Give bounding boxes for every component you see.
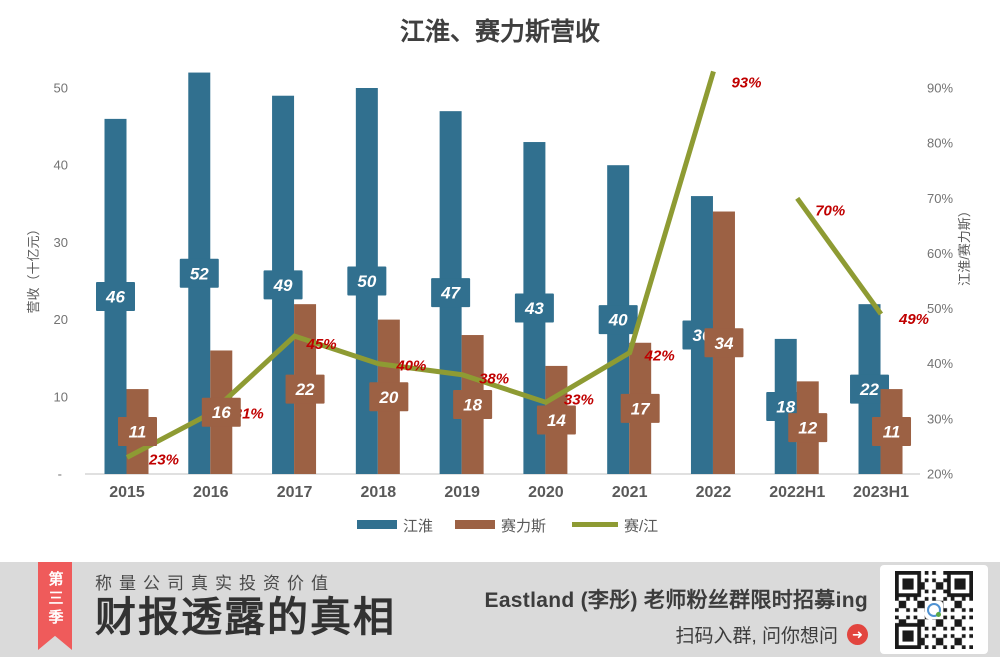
ratio-label-2021: 42% [644,348,675,365]
left-axis-tick: 10 [54,389,68,404]
chart-title: 江淮、赛力斯营收 [400,17,600,46]
bar-label-赛力斯-2018: 20 [378,388,398,407]
season-ribbon-label: 第三季 [46,571,64,628]
right-axis-tick: 80% [927,136,953,151]
bar-label-box-赛力斯-2022H1 [788,413,828,443]
right-axis-tick: 60% [927,246,953,261]
ratio-label-2016: 31% [234,405,264,422]
bar-label-box-江淮-2017 [263,270,303,300]
x-category-label: 2020 [528,484,564,501]
right-axis-tick: 90% [927,81,953,96]
bar-label-box-赛力斯-2020 [536,405,576,435]
ratio-label-2023H1: 49% [898,311,929,328]
bar-label-赛力斯-2019: 18 [463,396,482,415]
x-category-label: 2023H1 [853,484,909,501]
bar-label-赛力斯-2022H1: 12 [798,419,817,438]
left-axis-title: 营收（十亿元） [26,222,41,313]
legend-label-赛力斯: 赛力斯 [501,518,546,535]
ratio-label-2020: 33% [564,391,594,408]
right-axis-tick: 70% [927,191,953,206]
bar-label-box-赛力斯-2021 [620,393,660,423]
ratio-label-2018: 40% [395,358,426,375]
bar-label-box-赛力斯-2023H1 [872,417,912,447]
left-axis-tick: 20 [54,312,68,327]
bar-label-box-赛力斯-2019 [453,390,493,420]
right-axis-tick: 30% [927,411,953,426]
legend-swatch-江淮 [357,520,397,529]
qr-center-logo-icon [925,600,943,619]
x-category-label: 2022 [696,484,732,501]
promo-line-2: 扫码入群, 问你想问 ➜ [485,621,868,648]
bar-label-box-江淮-2018 [347,266,387,296]
banner-tagline: 称量公司真实投资价值 [95,574,335,593]
season-ribbon: 第三季 [38,562,72,650]
left-axis-zero-tick: - [58,467,62,482]
left-axis-tick: 40 [54,158,68,173]
bar-label-江淮-2016: 52 [190,264,209,283]
left-axis-tick: 30 [54,235,68,250]
banner-branding: 称量公司真实投资价值 财报透露的真相 [95,569,396,639]
bar-label-江淮-2022H1: 18 [776,397,795,416]
revenue-chart: 江淮、赛力斯营收 50 40 30 20 10 - 90% 80% 70% 60% 50% 40% 30%… [26,17,972,535]
x-category-label: 2015 [109,484,145,501]
ratio-label-2022: 93% [731,74,761,91]
right-axis-tick: 40% [927,356,953,371]
bar-label-box-江淮-2019 [431,278,471,308]
legend-line-swatch-赛/江 [572,522,618,527]
right-axis-tick: 20% [927,467,953,482]
promo-line-2-text: 扫码入群, 问你想问 [675,626,838,647]
bar-label-赛力斯-2015: 11 [129,423,147,442]
bar-label-赛力斯-2023H1: 11 [883,423,901,442]
right-axis-tick: 50% [927,301,953,316]
bar-label-box-江淮-2021 [598,305,638,335]
bar-label-江淮-2015: 46 [105,287,125,306]
right-axis-title: 江淮/赛力斯） [957,204,972,286]
bar-label-赛力斯-2021: 17 [631,399,651,418]
bar-label-江淮-2021: 40 [608,311,628,330]
bar-label-box-江淮-2016 [179,258,219,288]
x-category-label: 2019 [444,484,480,501]
left-axis-tick: 50 [54,81,68,96]
x-category-label: 2016 [193,484,229,501]
bar-label-box-江淮-2020 [514,293,554,323]
ratio-label-2017: 45% [306,336,337,353]
bar-label-box-赛力斯-2017 [285,374,325,404]
bar-label-赛力斯-2020: 14 [547,411,566,430]
arrow-right-icon: ➜ [847,624,868,645]
legend-label-江淮: 江淮 [403,518,433,535]
bar-label-江淮-2020: 43 [524,299,544,318]
bar-label-box-赛力斯-2018 [369,382,409,412]
banner-series-title: 财报透露的真相 [95,594,396,640]
bar-label-box-赛力斯-2015 [118,417,157,447]
bar-label-box-赛力斯-2022 [704,328,744,358]
banner-promo-text: Eastland (李彤) 老师粉丝群限时招募ing 扫码入群, 问你想问 ➜ [485,584,868,648]
bar-label-赛力斯-2017: 22 [295,380,315,399]
x-category-label: 2022H1 [769,484,825,501]
bar-label-box-江淮-2023H1 [850,374,890,404]
ratio-label-2015: 23% [148,451,179,468]
qr-code [895,570,973,649]
bar-label-赛力斯-2022: 34 [714,334,733,353]
bar-label-赛力斯-2016: 16 [212,403,231,422]
x-category-label: 2018 [361,484,397,501]
qr-code-card [880,565,988,654]
promo-banner: 第三季 称量公司真实投资价值 财报透露的真相 Eastland (李彤) 老师粉… [0,562,1000,657]
ratio-label-2019: 38% [479,371,509,388]
bar-label-江淮-2023H1: 22 [859,380,879,399]
revenue-chart-svg: 江淮、赛力斯营收 50 40 30 20 10 - 90% 80% 70% 60% 50% 40% 30%… [26,17,972,535]
legend-label-赛/江: 赛/江 [624,518,658,535]
x-category-label: 2017 [277,484,313,501]
bar-label-江淮-2019: 47 [440,284,461,303]
x-category-label: 2021 [612,484,648,501]
bar-label-box-赛力斯-2016 [201,397,241,427]
ratio-line-赛/江 [795,196,884,316]
bar-label-江淮-2017: 49 [273,276,293,295]
bar-label-江淮-2018: 50 [357,272,376,291]
legend-swatch-赛力斯 [455,520,495,529]
ratio-label-2022H1: 70% [815,202,845,219]
bar-label-box-江淮-2015 [96,281,135,311]
promo-line-1: Eastland (李彤) 老师粉丝群限时招募ing [484,589,868,612]
